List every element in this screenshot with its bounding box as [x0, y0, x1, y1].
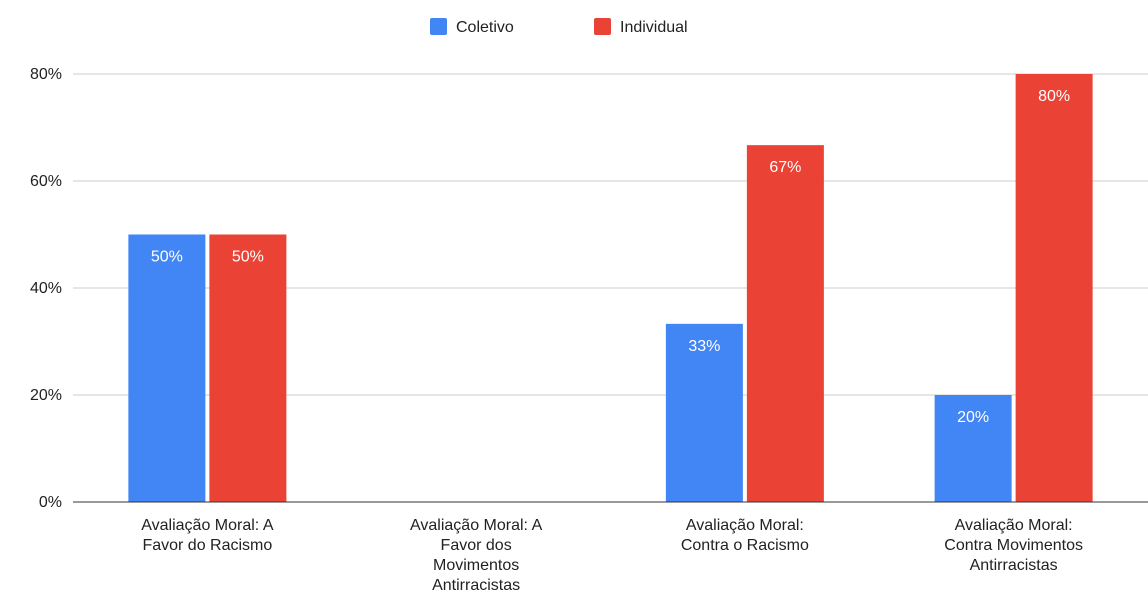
data-label: 67%	[769, 159, 801, 176]
bar-coletivo	[934, 395, 1012, 502]
data-label: 33%	[688, 338, 720, 355]
x-category-label: Favor do Racismo	[142, 537, 272, 554]
y-axis-ticks: 0% 20% 40% 60% 80%	[30, 66, 62, 511]
bar-coletivo	[128, 234, 206, 502]
x-axis-categories: Avaliação Moral: A Favor do Racismo Avalia…	[141, 517, 1083, 594]
y-tick-label: 80%	[30, 66, 62, 83]
bar-individual	[1015, 74, 1093, 502]
bars: 50% 50% 33% 67% 20% 80%	[128, 74, 1093, 502]
legend-swatch-coletivo	[430, 18, 447, 35]
x-category-label: Avaliação Moral: A	[410, 517, 543, 534]
data-label: 20%	[957, 409, 989, 426]
legend-label-individual: Individual	[620, 19, 688, 36]
y-tick-label: 20%	[30, 387, 62, 404]
data-label: 80%	[1038, 88, 1070, 105]
x-category-label: Avaliação Moral: A	[141, 517, 274, 534]
legend-label-coletivo: Coletivo	[456, 19, 514, 36]
y-tick-label: 40%	[30, 280, 62, 297]
x-category-label: Favor dos	[441, 537, 512, 554]
x-category-label: Avaliação Moral:	[686, 517, 804, 534]
x-category-label: Contra Movimentos	[944, 537, 1083, 554]
bar-individual	[746, 145, 824, 502]
y-tick-label: 0%	[39, 494, 62, 511]
data-label: 50%	[232, 249, 264, 266]
x-category-label: Contra o Racismo	[681, 537, 809, 554]
x-category-label: Avaliação Moral:	[955, 517, 1073, 534]
y-tick-label: 60%	[30, 173, 62, 190]
x-category-label: Antirracistas	[970, 557, 1058, 574]
x-category-label: Antirracistas	[432, 577, 520, 594]
legend: Coletivo Individual	[430, 18, 688, 36]
legend-swatch-individual	[594, 18, 611, 35]
x-category-label: Movimentos	[433, 557, 519, 574]
bar-coletivo	[665, 323, 743, 502]
bar-individual	[209, 234, 287, 502]
data-label: 50%	[151, 249, 183, 266]
